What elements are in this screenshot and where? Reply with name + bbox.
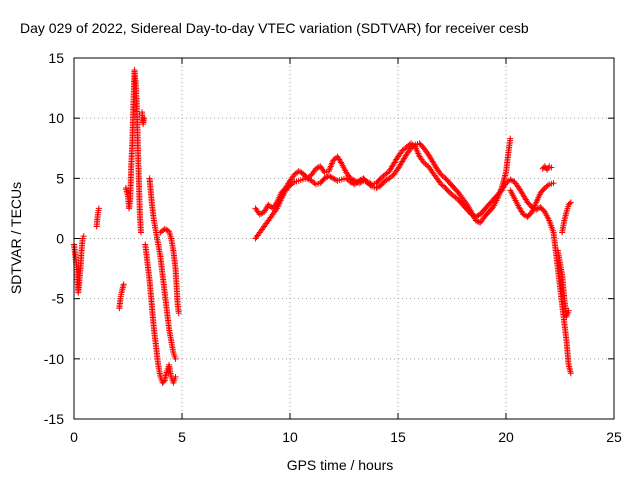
y-tick-label: -15	[44, 411, 64, 427]
chart-title: Day 029 of 2022, Sidereal Day-to-day VTE…	[20, 20, 529, 36]
data-point	[172, 373, 179, 380]
data-points	[71, 67, 574, 386]
data-point	[567, 370, 574, 377]
data-point	[141, 115, 148, 122]
data-point	[172, 355, 179, 362]
data-point	[80, 233, 87, 240]
axis-ticks: 0 5 10 15 20 25 -15 -10 -5 0 5 10 15	[44, 50, 622, 445]
data-point	[137, 229, 144, 236]
x-tick-label: 10	[282, 429, 298, 445]
data-point	[565, 307, 572, 314]
data-point	[311, 180, 318, 187]
data-point	[160, 378, 167, 385]
data-point	[337, 159, 344, 166]
data-point	[550, 180, 557, 187]
x-tick-label: 5	[178, 429, 186, 445]
plot-frame	[73, 57, 615, 420]
data-point	[467, 207, 474, 214]
data-point	[507, 135, 514, 142]
y-tick-label: -10	[44, 351, 64, 367]
y-tick-label: -5	[52, 291, 65, 307]
data-point	[389, 172, 396, 179]
y-tick-label: 0	[56, 231, 64, 247]
data-point	[289, 180, 296, 187]
data-point	[175, 310, 182, 317]
data-point	[548, 164, 555, 171]
data-point	[120, 281, 127, 288]
y-tick-label: 10	[48, 110, 64, 126]
data-point	[567, 199, 574, 206]
y-tick-label: 15	[48, 50, 64, 66]
data-point	[475, 219, 482, 226]
data-point	[95, 205, 102, 212]
y-axis-label: SDTVAR / TECUs	[8, 182, 24, 294]
y-tick-label: 5	[56, 170, 64, 186]
x-tick-label: 15	[390, 429, 406, 445]
x-axis-label: GPS time / hours	[287, 457, 394, 473]
data-point	[423, 162, 430, 169]
data-point	[315, 164, 322, 171]
x-tick-label: 0	[70, 429, 78, 445]
grid-lines	[74, 58, 614, 419]
data-point	[367, 182, 374, 189]
data-point	[544, 182, 551, 189]
x-tick-label: 20	[498, 429, 514, 445]
data-point	[566, 200, 573, 207]
data-point	[410, 142, 417, 149]
x-tick-label: 25	[606, 429, 622, 445]
